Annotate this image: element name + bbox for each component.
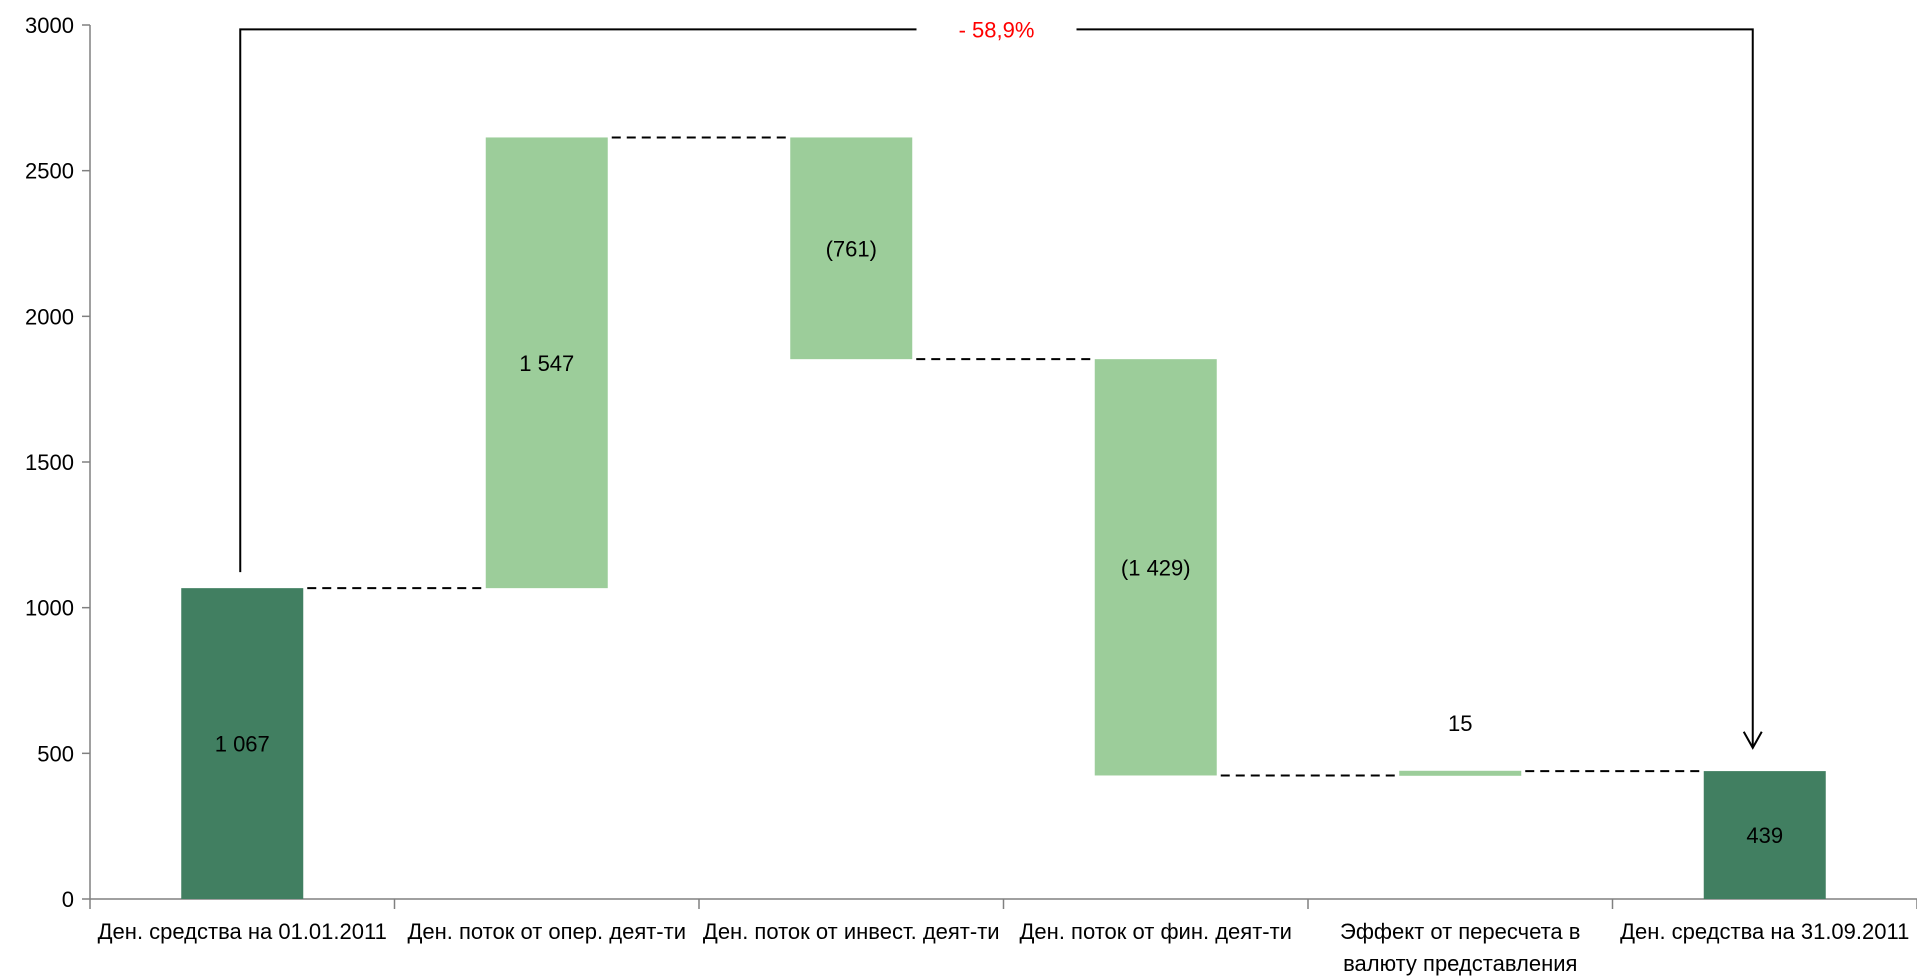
x-category-label: Ден. средства на 31.09.2011 <box>1620 919 1909 944</box>
x-category-label: валюту представления <box>1343 951 1577 976</box>
waterfall-bar <box>790 137 913 360</box>
waterfall-bar <box>485 137 608 589</box>
bar-value-label: 15 <box>1448 711 1472 736</box>
y-tick-label: 2500 <box>25 159 74 184</box>
waterfall-bar <box>1399 770 1522 776</box>
bar-layer <box>181 137 1826 899</box>
bar-value-label: 1 067 <box>215 732 270 757</box>
change-bracket-left <box>239 28 917 573</box>
change-percent-label: - 58,9% <box>959 17 1035 42</box>
bar-value-label: (761) <box>826 236 877 261</box>
y-tick-label: 0 <box>62 887 74 912</box>
y-tick-label: 2000 <box>25 304 74 329</box>
waterfall-bar <box>1094 359 1217 776</box>
y-tick-label: 3000 <box>25 13 74 38</box>
annotation-layer: - 58,9% <box>239 17 1763 750</box>
x-category-label: Эффект от пересчета в <box>1340 919 1580 944</box>
x-category-label: Ден. поток от фин. деят-ти <box>1020 919 1292 944</box>
y-tick-label: 1500 <box>25 450 74 475</box>
waterfall-bar <box>1703 771 1826 899</box>
x-category-label: Ден. средства на 01.01.2011 <box>98 919 387 944</box>
change-arrow-head <box>1742 731 1763 750</box>
bar-value-label: (1 429) <box>1121 555 1191 580</box>
waterfall-bar <box>181 588 304 899</box>
y-tick-label: 1000 <box>25 596 74 621</box>
label-layer: 1 067 1 547 (761) (1 429) 15 439 <box>215 236 1783 848</box>
bar-value-label: 1 547 <box>519 351 574 376</box>
y-tick-label: 500 <box>37 741 74 766</box>
change-bracket-right <box>1076 28 1754 748</box>
x-category-label: Ден. поток от опер. деят-ти <box>407 919 686 944</box>
axis-layer: 0 500 1000 1500 2000 2500 3000 Ден. средства на… <box>25 13 1917 976</box>
x-category-label: Ден. поток от инвест. деят-ти <box>703 919 1000 944</box>
bar-value-label: 439 <box>1746 823 1783 848</box>
